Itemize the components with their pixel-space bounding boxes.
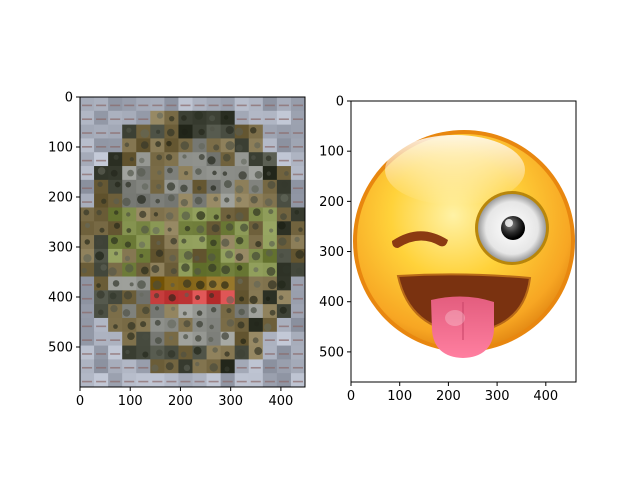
emoji-face-shine [385, 135, 525, 205]
mosaic-y-tick-label: 300 [48, 241, 73, 256]
wink-eye [392, 231, 448, 248]
emoji-y-tick-label: 0 [336, 95, 344, 110]
emoji-image [353, 130, 575, 358]
mosaic-x-tick-label: 100 [118, 394, 143, 409]
mosaic-y-tick-label: 100 [48, 141, 73, 156]
mosaic-y-tick-label: 200 [48, 191, 73, 206]
open-eye-glint [505, 219, 513, 227]
mosaic-x-tick-label: 400 [268, 394, 293, 409]
mosaic-image [80, 97, 305, 387]
emoji-panel: 0 100 200 300 400 0 100 200 300 400 500 [319, 95, 577, 405]
mosaic-y-tick-label: 0 [65, 91, 73, 106]
emoji-x-tick-label: 0 [347, 389, 355, 404]
tongue-shine [445, 310, 465, 326]
emoji-y-tick-label: 100 [319, 145, 344, 160]
emoji-y-tick-label: 200 [319, 195, 344, 210]
mosaic-y-tick-label: 400 [48, 291, 73, 306]
mosaic-axes: 0 100 200 300 400 0 100 200 300 400 500 [48, 91, 293, 410]
emoji-y-tick-label: 400 [319, 295, 344, 310]
emoji-axes: 0 100 200 300 400 0 100 200 300 400 500 [319, 95, 558, 405]
mosaic-x-tick-label: 0 [76, 394, 84, 409]
mosaic-panel: 0 100 200 300 400 0 100 200 300 400 500 [48, 91, 306, 410]
emoji-x-tick-label: 200 [436, 389, 461, 404]
mosaic-axes-frame [79, 96, 306, 388]
emoji-x-tick-label: 300 [485, 389, 510, 404]
mosaic-x-tick-label: 200 [168, 394, 193, 409]
open-eye-pupil [501, 216, 525, 240]
emoji-axes-frame [350, 100, 577, 383]
emoji-y-tick-label: 500 [319, 345, 344, 360]
mosaic-x-tick-label: 300 [218, 394, 243, 409]
emoji-x-tick-label: 400 [533, 389, 558, 404]
mosaic-y-tick-label: 500 [48, 341, 73, 356]
emoji-x-tick-label: 100 [387, 389, 412, 404]
emoji-y-tick-label: 300 [319, 245, 344, 260]
